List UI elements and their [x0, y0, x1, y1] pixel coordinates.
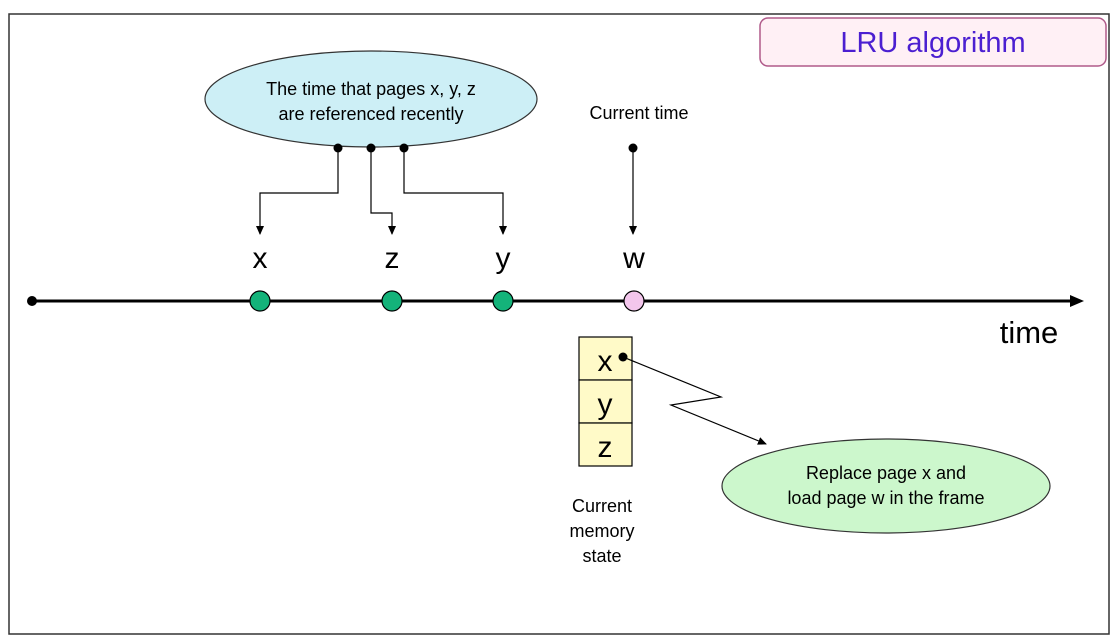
timeline-start-dot: [27, 296, 37, 306]
current-time-label: Current time: [589, 103, 688, 123]
replacement-arrow: [618, 352, 767, 445]
timeline-dot-y: [492, 290, 514, 312]
connector-x: [256, 148, 339, 235]
memory-caption-line-1: Current: [572, 496, 632, 516]
callout-recent-line-1: The time that pages x, y, z: [266, 79, 476, 99]
callout-recent-references: The time that pages x, y, z are referenc…: [204, 50, 538, 148]
timeline-label-x: x: [253, 242, 268, 275]
callout-replace-line-2: load page w in the frame: [787, 488, 984, 508]
callout-replace-line-1: Replace page x and: [806, 463, 966, 483]
timeline-axis: [27, 295, 1084, 307]
axis-label-time: time: [1000, 315, 1059, 350]
title-box: LRU algorithm: [759, 17, 1107, 67]
current-time-marker: Current time: [589, 103, 689, 235]
timeline-label-w: w: [622, 242, 645, 275]
connector-y: [403, 148, 507, 235]
timeline-dot-x: [249, 290, 271, 312]
reference-connectors: [256, 143, 507, 235]
memory-cell-1-label: x: [598, 345, 613, 378]
timeline-dot-z: [381, 290, 403, 312]
memory-cell-2: [578, 379, 633, 424]
timeline-dot-w: [623, 290, 645, 312]
memory-caption-line-2: memory: [569, 521, 634, 541]
slide-frame: [8, 13, 1110, 635]
title-text: LRU algorithm: [840, 27, 1025, 59]
memory-cell-2-label: y: [598, 388, 613, 421]
memory-caption-line-3: state: [582, 546, 621, 566]
timeline-label-y: y: [496, 242, 511, 275]
timeline-label-z: z: [385, 242, 400, 275]
callout-recent-line-2: are referenced recently: [278, 104, 463, 124]
memory-cell-3: [578, 422, 633, 467]
connector-z: [370, 148, 396, 235]
memory-cell-3-label: z: [598, 431, 613, 464]
callout-replace-page: Replace page x and load page w in the fr…: [721, 438, 1051, 534]
